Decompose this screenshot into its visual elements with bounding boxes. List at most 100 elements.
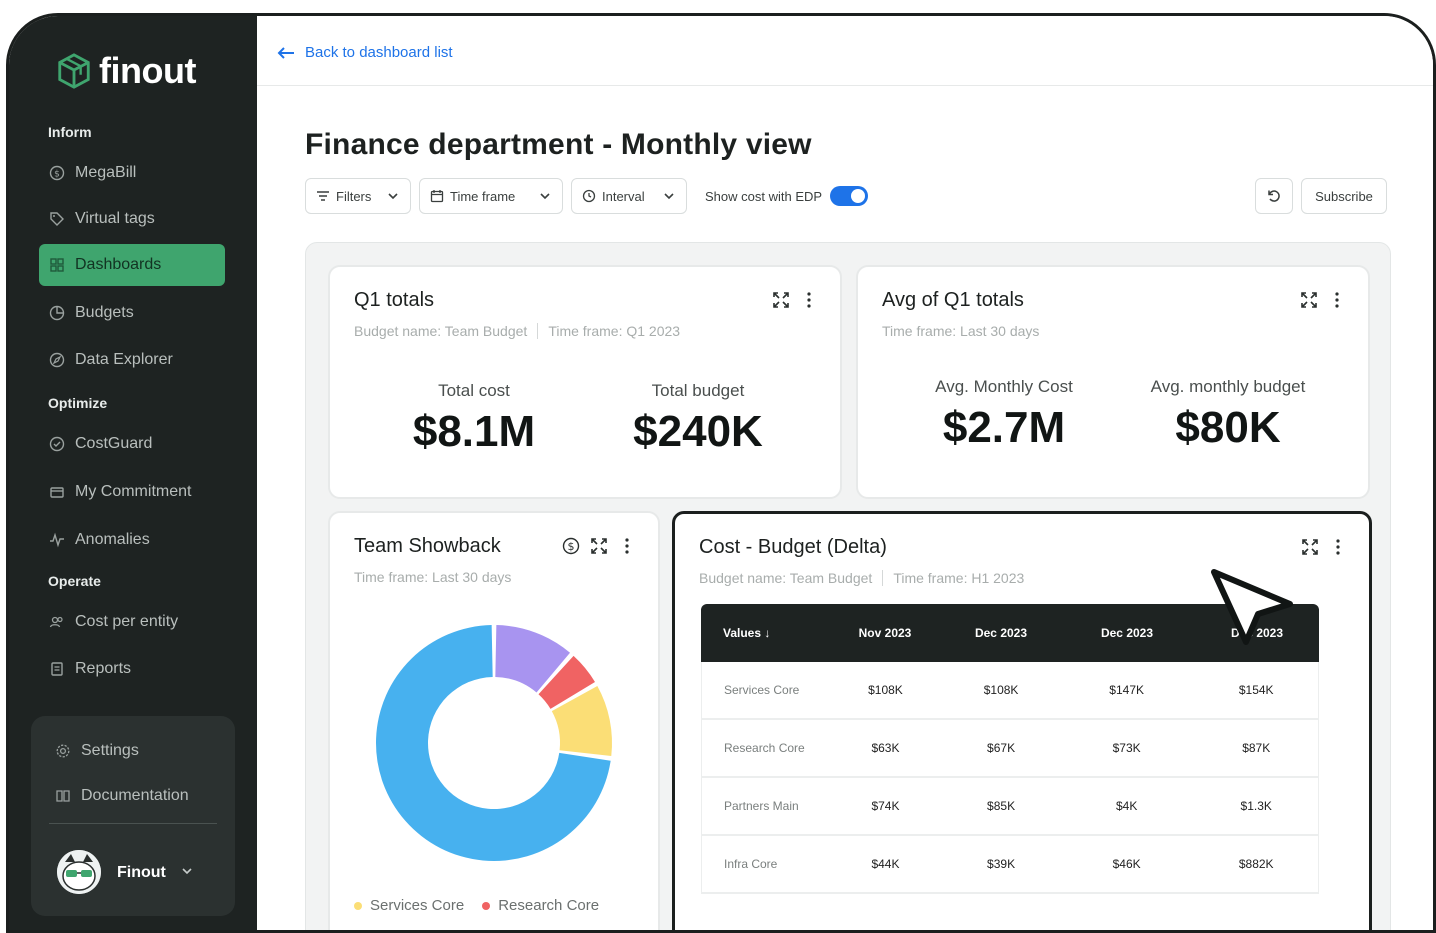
sidebar-item-dashboards[interactable]: Dashboards	[39, 244, 225, 286]
sidebar-item-reports[interactable]: Reports	[39, 648, 225, 690]
filters-dropdown[interactable]: Filters	[305, 178, 411, 214]
edp-toggle[interactable]	[830, 186, 869, 206]
refresh-icon	[1268, 190, 1280, 202]
back-link-label: Back to dashboard list	[305, 44, 453, 61]
sidebar-item-data-explorer[interactable]: Data Explorer	[39, 339, 225, 381]
donut-slice-1[interactable]	[538, 655, 595, 709]
table-row: Research Core $63K $67K $73K $87K	[701, 720, 1319, 778]
table-cell: $63K	[871, 741, 900, 755]
megabill-icon: $	[49, 165, 65, 181]
filters-label: Filters	[336, 188, 372, 204]
back-to-dashboard-list-link[interactable]: Back to dashboard list	[277, 44, 453, 61]
interval-dropdown[interactable]: Interval	[571, 178, 687, 214]
edp-toggle-group: Show cost with EDP	[705, 186, 869, 206]
expand-icon[interactable]	[772, 291, 790, 309]
page-title: Finance department - Monthly view	[305, 128, 812, 161]
card-actions	[772, 291, 818, 309]
compass-icon	[49, 352, 65, 368]
filter-icon	[317, 191, 329, 201]
showback-donut-chart	[375, 625, 612, 861]
sidebar-item-label: MegaBill	[75, 164, 137, 181]
sidebar-item-label: Dashboards	[75, 256, 162, 273]
sidebar-item-label: Reports	[75, 660, 132, 677]
sidebar-item-virtual-tags[interactable]: Virtual tags	[39, 198, 225, 240]
sidebar-item-cost-per-entity[interactable]: Cost per entity	[39, 601, 225, 643]
table-cell: $108K	[868, 683, 903, 697]
avatar[interactable]	[57, 850, 101, 894]
sidebar-divider	[49, 823, 217, 824]
table-row: Partners Main $74K $85K $4K $1.3K	[701, 778, 1319, 836]
avg-monthly-budget-stat: Avg. monthly budget $80K	[1128, 377, 1328, 453]
sidebar-item-megabill[interactable]: $ MegaBill	[39, 152, 225, 194]
more-vertical-icon[interactable]	[1328, 291, 1346, 309]
table-cell: Partners Main	[724, 799, 799, 813]
pulse-icon	[50, 532, 64, 548]
logo[interactable]: finout	[55, 50, 196, 92]
subscribe-button[interactable]: Subscribe	[1301, 178, 1387, 214]
column-header[interactable]: Nov 2023	[858, 626, 912, 640]
subscribe-label: Subscribe	[1315, 188, 1373, 204]
table-cell: $39K	[987, 857, 1016, 871]
timeframe-text: Time frame: Last 30 days	[882, 323, 1040, 339]
expand-icon[interactable]	[590, 537, 608, 555]
section-operate: Operate	[48, 573, 101, 589]
more-vertical-icon[interactable]	[618, 537, 636, 555]
column-header[interactable]: Dec 2023	[1100, 626, 1154, 640]
stat-label: Total budget	[651, 381, 745, 400]
legend-swatch	[482, 902, 491, 911]
chevron-down-icon[interactable]	[179, 863, 195, 879]
sidebar-item-label: Budgets	[75, 304, 134, 321]
total-cost-stat: Total cost $8.1M	[392, 381, 556, 457]
cat-avatar-icon	[57, 850, 101, 894]
card-actions	[1300, 291, 1346, 309]
brand-name: finout	[99, 50, 196, 91]
column-header[interactable]: Values ↓	[723, 626, 771, 640]
column-header[interactable]: Dec 2023	[974, 626, 1028, 640]
sidebar-item-budgets[interactable]: Budgets	[39, 292, 225, 334]
logo-cube-icon	[58, 53, 90, 89]
sidebar-item-my-commitment[interactable]: My Commitment	[39, 471, 225, 513]
refresh-button[interactable]	[1255, 178, 1293, 214]
table-cell: $154K	[1238, 683, 1274, 697]
q1-totals-card: Q1 totals Budget name: Team Budget Time …	[328, 265, 842, 499]
table-cell: $46K	[1112, 857, 1141, 871]
chevron-down-icon	[540, 193, 550, 200]
sidebar-item-anomalies[interactable]: Anomalies	[39, 519, 225, 561]
donut-slice-2[interactable]	[551, 686, 612, 757]
expand-icon[interactable]	[1301, 538, 1319, 556]
wallet-icon	[50, 487, 64, 498]
dollar-circle-icon[interactable]: $	[562, 537, 580, 555]
legend-item: Research Core	[482, 897, 599, 914]
report-icon	[51, 662, 63, 676]
chevron-down-icon	[664, 193, 674, 200]
sidebar-item-label: Data Explorer	[75, 351, 173, 368]
shield-check-icon	[49, 436, 65, 452]
timeframe-dropdown[interactable]: Time frame	[419, 178, 563, 214]
card-subtitle: Time frame: Last 30 days	[882, 323, 1039, 339]
sidebar-item-documentation[interactable]: Documentation	[45, 775, 221, 817]
more-vertical-icon[interactable]	[800, 291, 818, 309]
budget-name: Budget name: Team Budget	[354, 323, 528, 339]
avg-q1-totals-card: Avg of Q1 totals Time frame: Last 30 day…	[856, 265, 1370, 499]
more-vertical-icon[interactable]	[1329, 538, 1347, 556]
card-title: Q1 totals	[354, 289, 435, 311]
donut-slice-0[interactable]	[495, 625, 571, 693]
sidebar-item-costguard[interactable]: CostGuard	[39, 423, 225, 465]
clock-icon	[582, 189, 596, 203]
user-name[interactable]: Finout	[117, 864, 166, 881]
gear-icon	[56, 744, 70, 758]
separator	[537, 323, 539, 339]
sidebar-item-label: Anomalies	[75, 531, 150, 548]
sidebar-item-settings[interactable]: Settings	[45, 730, 221, 772]
expand-icon[interactable]	[1300, 291, 1318, 309]
table-cell: Research Core	[724, 741, 805, 755]
documentation-label: Documentation	[81, 787, 189, 804]
stat-value: $80K	[1175, 403, 1281, 452]
donut-slice-3[interactable]	[375, 625, 611, 861]
table-row: Services Core $108K $108K $147K $154K	[701, 662, 1319, 720]
legend-swatch	[354, 902, 362, 911]
team-showback-card: Team Showback Time frame: Last 30 days $…	[328, 511, 660, 930]
table-cell: $74K	[871, 799, 900, 813]
table-cell: $73K	[1112, 741, 1141, 755]
calendar-icon	[430, 190, 444, 203]
